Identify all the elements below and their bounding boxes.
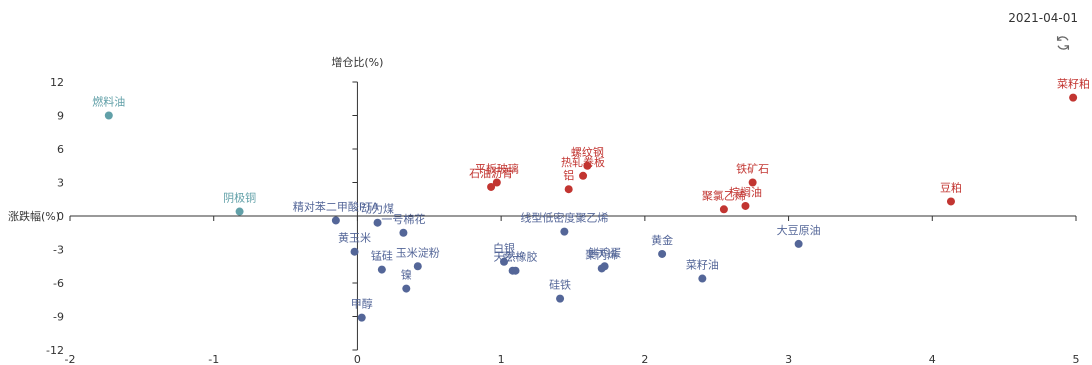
- data-point: [560, 227, 569, 236]
- y-tick-label: 0: [57, 210, 64, 223]
- point-label: 玉米淀粉: [396, 245, 440, 259]
- data-point: [597, 264, 606, 273]
- x-tick-label: 5: [1073, 353, 1080, 365]
- x-tick-label: -1: [208, 353, 219, 365]
- data-point: [698, 274, 707, 283]
- x-tick-label: -2: [65, 353, 76, 365]
- y-tick-label: 9: [57, 110, 64, 123]
- data-point: [399, 228, 408, 237]
- data-point: [357, 313, 366, 322]
- point-label: 精对苯二甲酸PTA: [293, 199, 379, 213]
- data-point: [583, 161, 592, 170]
- point-label: 菜籽粕: [1057, 77, 1090, 91]
- data-point: [794, 239, 803, 248]
- y-tick-label: 3: [57, 177, 64, 190]
- data-point: [402, 284, 411, 293]
- y-axis-label: 增仓比(%): [331, 55, 383, 69]
- data-point: [946, 197, 955, 206]
- date-label: 2021-04-01: [1008, 11, 1078, 25]
- data-point: [487, 182, 496, 191]
- data-point: [556, 294, 565, 303]
- point-label: 菜籽油: [686, 258, 719, 272]
- x-tick-label: 1: [498, 353, 505, 365]
- data-point: [1069, 93, 1078, 102]
- point-label: 白银: [493, 241, 515, 255]
- point-label: 大豆原油: [777, 223, 821, 237]
- data-point: [748, 178, 757, 187]
- y-tick-label: 12: [50, 76, 64, 89]
- point-label: 豆一: [502, 251, 524, 264]
- point-label: 锰硅: [371, 249, 393, 263]
- data-point: [377, 265, 386, 274]
- data-point: [104, 111, 113, 120]
- x-tick-label: 2: [641, 353, 648, 365]
- point-label: 平板玻璃: [475, 162, 519, 176]
- x-axis-label: 涨跌幅(%): [8, 209, 60, 223]
- data-point: [331, 216, 340, 225]
- x-tick-label: 4: [929, 353, 936, 365]
- data-point: [658, 249, 667, 258]
- point-label: 阴极铜: [223, 191, 256, 205]
- point-label: 甲醇: [351, 297, 373, 311]
- point-label: 聚丙烯: [585, 248, 618, 261]
- data-point: [579, 171, 588, 180]
- point-label: 一号棉花: [381, 212, 425, 226]
- data-point: [373, 218, 382, 227]
- data-point: [413, 262, 422, 271]
- point-label: 动力煤: [361, 203, 394, 216]
- x-tick-label: 0: [354, 353, 361, 365]
- point-label: 棕榈油: [729, 185, 762, 199]
- point-label: 石油沥青: [469, 166, 513, 180]
- point-label: 热轧卷板: [561, 155, 605, 169]
- y-tick-label: -6: [53, 277, 64, 290]
- data-point: [564, 185, 573, 194]
- point-label: 燃料油: [92, 95, 125, 109]
- data-point: [492, 178, 501, 187]
- point-label: 硅铁: [549, 279, 571, 292]
- y-tick-label: 6: [57, 143, 64, 156]
- point-label: 聚氯乙烯: [702, 188, 746, 202]
- point-label: 鲜鸡蛋: [588, 245, 621, 259]
- point-label: 镍: [401, 268, 412, 282]
- y-tick-label: -9: [53, 311, 64, 324]
- point-label: 铝: [563, 168, 574, 182]
- point-label: 天然橡胶: [494, 250, 538, 264]
- point-label: 黄玉米: [338, 231, 371, 245]
- point-label: 铁矿石: [736, 163, 769, 176]
- y-tick-label: -3: [53, 244, 64, 257]
- data-point: [719, 205, 728, 214]
- point-label: 黄金: [651, 233, 673, 247]
- data-point: [350, 247, 359, 256]
- point-label: 豆粕: [940, 180, 962, 194]
- data-point: [500, 257, 509, 266]
- data-point: [741, 201, 750, 210]
- data-point: [235, 207, 244, 216]
- point-label: 螺纹钢: [571, 145, 604, 159]
- x-tick-label: 3: [785, 353, 792, 365]
- point-label: 线型低密度聚乙烯: [520, 211, 608, 225]
- refresh-icon[interactable]: [1054, 34, 1072, 52]
- data-point: [508, 266, 517, 275]
- y-tick-label: -12: [46, 344, 64, 357]
